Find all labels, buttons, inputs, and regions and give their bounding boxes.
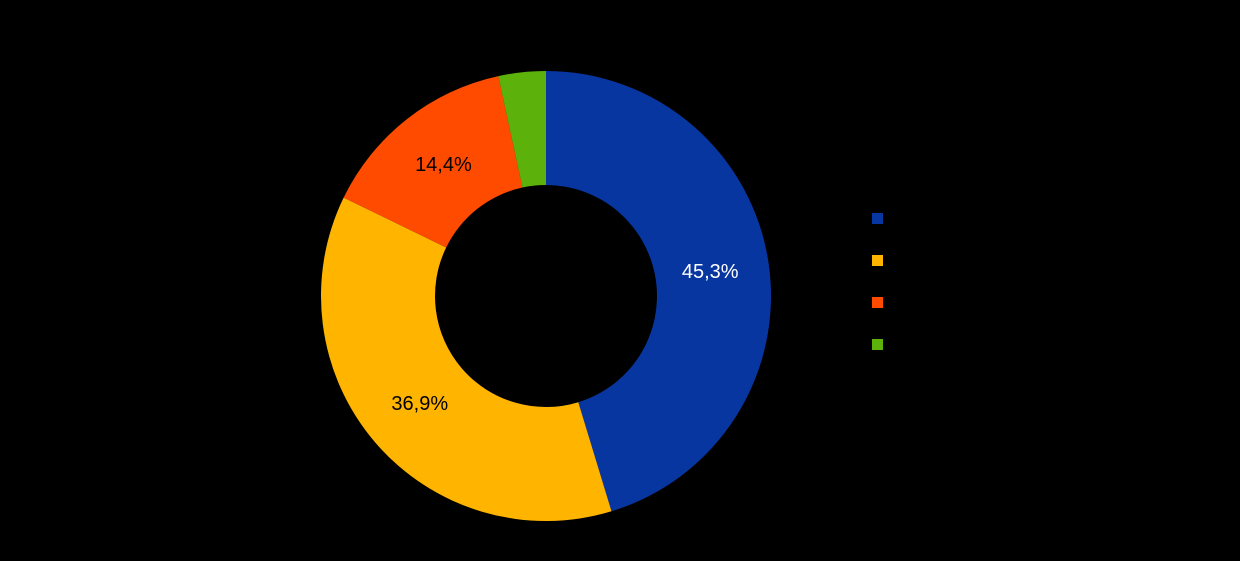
chart-legend xyxy=(872,213,883,350)
donut-slice-2 xyxy=(321,197,612,522)
legend-swatch-3 xyxy=(872,297,883,308)
legend-swatch-1 xyxy=(872,213,883,224)
legend-swatch-2 xyxy=(872,255,883,266)
legend-swatch-4 xyxy=(872,339,883,350)
slice-label-3: 14,4% xyxy=(415,154,472,177)
donut-slice-1 xyxy=(546,71,772,512)
donut-slice-4 xyxy=(498,71,546,188)
slice-label-2: 36,9% xyxy=(391,392,449,415)
slice-label-1: 45,3% xyxy=(681,260,739,283)
donut-slice-3 xyxy=(343,76,523,248)
